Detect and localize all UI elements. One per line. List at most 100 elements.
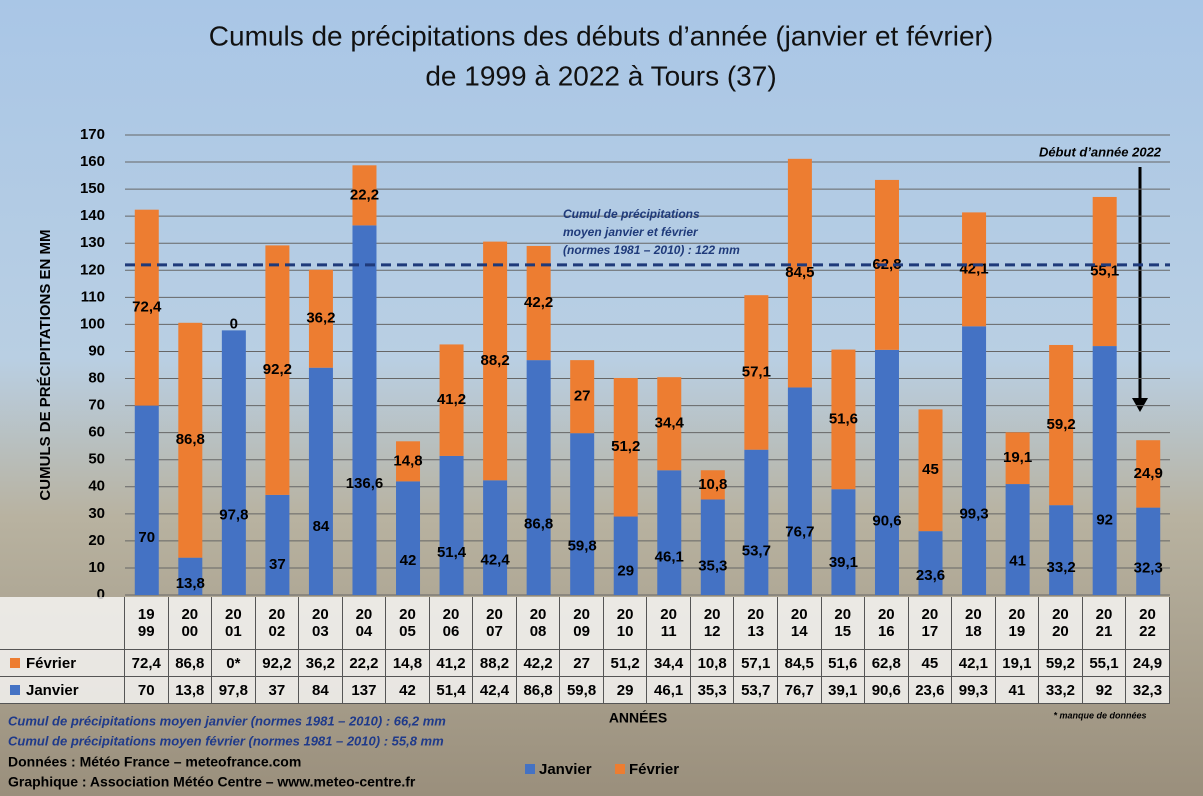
year-cell: 2016 [865,597,909,650]
data-label: 10,8 [698,476,727,493]
bar-segment [308,269,333,368]
bar-segment [352,225,377,595]
value-cell: 42,2 [516,650,561,677]
year-cell: 1999 [125,597,169,650]
note: Cumul de précipitations moyen janvier (n… [8,713,446,728]
row-header: Janvier [0,677,125,704]
year-cell: 2006 [429,597,474,650]
bar-segment [265,245,290,495]
value-cell: 70 [125,677,169,704]
reference-label: Cumul de précipitations [563,207,700,221]
y-tick-label: 100 [80,315,105,332]
value-cell: 33,2 [1039,677,1083,704]
y-tick-label: 70 [88,397,105,414]
year-cell: 2011 [647,597,691,650]
annotation: Début d’année 2022 [1039,144,1162,159]
y-tick-label: 10 [88,559,105,576]
bar-segment [526,360,551,595]
value-cell: 53,7 [734,677,778,704]
y-tick-label: 160 [80,153,105,170]
data-label: 46,1 [655,549,684,566]
bar-segment [221,330,246,595]
data-label: 24,9 [1134,465,1163,482]
bar-segment [831,489,856,595]
data-label: 70 [138,529,155,546]
bar-segment [1049,505,1074,595]
data-label: 97,8 [219,507,248,524]
y-tick-label: 30 [88,505,105,522]
data-label: 0 [230,315,238,332]
data-label: 23,6 [916,567,945,584]
bar-segment [1136,507,1161,595]
year-cell: 2009 [560,597,604,650]
table-corner [0,597,125,650]
table: 1999 2000 2001 2002 2003 2004 2005 2006 2007 2008… [0,597,1170,704]
data-label: 51,6 [829,410,858,427]
value-cell: 72,4 [125,650,169,677]
bar-segment [1005,432,1030,485]
data-label: 84 [313,518,330,535]
data-label: 92 [1096,511,1113,528]
bar-segment [1136,440,1161,508]
value-cell: 23,6 [908,677,953,704]
bar-segment [831,349,856,490]
year-cell: 2003 [299,597,343,650]
year-cell: 2002 [255,597,300,650]
bar-segment [483,480,508,595]
value-cell: 10,8 [690,650,735,677]
bar-segment [787,158,812,388]
year-cell: 2017 [908,597,953,650]
legend-label: Février [629,761,679,778]
bar-segment [962,212,987,327]
value-cell: 42,4 [473,677,517,704]
value-cell: 57,1 [734,650,778,677]
y-tick-label: 150 [80,180,105,197]
value-cell: 51,4 [429,677,474,704]
data-label: 136,6 [346,475,384,492]
year-cell: 2021 [1082,597,1127,650]
data-label: 35,3 [698,557,727,574]
data-label: 19,1 [1003,449,1032,466]
arrow-head [1132,398,1148,412]
value-cell: 22,2 [342,650,387,677]
value-cell: 14,8 [386,650,430,677]
footnote: * manque de données [1053,710,1146,720]
data-label: 84,5 [785,264,814,281]
value-cell: 86,8 [516,677,561,704]
data-label: 88,2 [481,352,510,369]
data-label: 72,4 [132,299,162,316]
data-label: 41,2 [437,391,466,408]
y-tick-label: 110 [81,288,105,305]
bar-segment [962,326,987,595]
bar-segment [744,449,769,595]
bar-segment [918,409,943,532]
value-cell: 36,2 [299,650,343,677]
reference-label: (normes 1981 – 2010) : 122 mm [563,243,740,257]
bar-segment [700,470,725,500]
y-tick-label: 60 [88,424,105,441]
data-label: 13,8 [176,575,205,592]
value-cell: 37 [255,677,300,704]
bar-segment [570,433,595,595]
value-cell: 86,8 [168,650,213,677]
bar-segment [134,405,159,595]
bar-segment [700,499,725,595]
bar-segment [1049,344,1074,506]
legend-key [10,658,20,668]
data-label: 59,8 [568,537,597,554]
year-cell: 2014 [777,597,822,650]
data-label: 90,6 [872,512,901,529]
credit: Données : Météo France – meteofrance.com [8,754,301,770]
value-cell: 35,3 [690,677,735,704]
value-cell: 34,4 [647,650,691,677]
bar-segment [396,481,421,595]
bar-segment [1005,484,1030,595]
data-label: 53,7 [742,542,771,559]
value-cell: 84,5 [777,650,822,677]
bar-segment [1092,346,1117,595]
bar-segment [439,344,464,456]
data-label: 51,2 [611,438,640,455]
bar-segment [787,387,812,595]
y-axis-label: CUMULS DE PRÉCIPITATIONS EN MM [37,229,54,500]
value-cell: 62,8 [865,650,909,677]
